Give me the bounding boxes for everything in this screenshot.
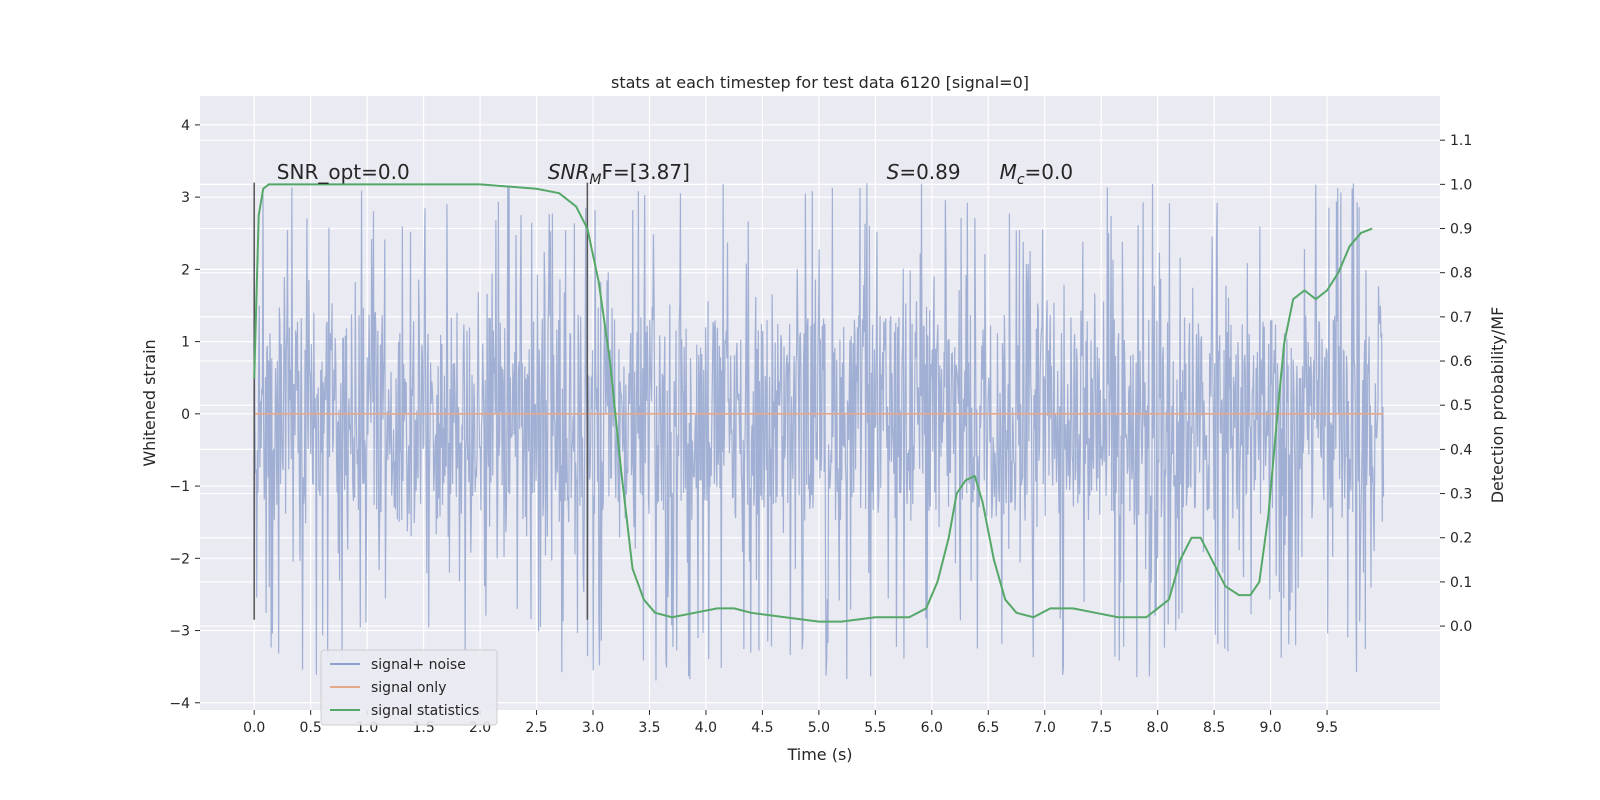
y2-axis-ticks: 0.0 0.1 0.2 0.3 0.4 0.5 0.6 0.7 0.8 0.9 1.0 1.1 [1440, 133, 1472, 635]
y2-tick-label: 1.0 [1450, 177, 1472, 193]
x-tick-label: 4.5 [751, 720, 773, 736]
annotations: SNR_opt=0.0 SNRMF=[3.87] S=0.89 Mc=0.0 [277, 160, 1073, 188]
y2-axis-label: Detection probability/MF [1488, 307, 1507, 504]
chart-title: stats at each timestep for test data 612… [611, 73, 1029, 92]
y-tick-label: 3 [181, 190, 190, 206]
x-tick-label: 8.5 [1203, 720, 1225, 736]
x-tick-label: 4.0 [695, 720, 717, 736]
y-tick-label: −3 [169, 624, 190, 640]
signal-statistics-series [253, 183, 1373, 623]
x-axis-label: Time (s) [786, 745, 852, 764]
y-tick-label: 1 [181, 335, 190, 351]
y2-tick-label: 0.6 [1450, 354, 1472, 370]
x-tick-label: 5.5 [864, 720, 886, 736]
y-tick-label: 2 [181, 262, 190, 278]
x-tick-label: 9.0 [1259, 720, 1281, 736]
y2-tick-label: 0.1 [1450, 575, 1472, 591]
x-tick-label: 7.5 [1090, 720, 1112, 736]
annotation-s-val: S=0.89 [887, 160, 961, 184]
y-tick-label: 0 [181, 407, 190, 423]
y-tick-label: −4 [169, 696, 190, 712]
y2-tick-label: 0.5 [1450, 398, 1472, 414]
y2-tick-label: 0.9 [1450, 222, 1472, 238]
y-tick-label: 4 [181, 118, 190, 134]
legend-label-signal-statistics: signal statistics [371, 703, 479, 719]
y-tick-label: −2 [169, 551, 190, 567]
x-tick-label: 3.0 [582, 720, 604, 736]
legend: signal+ noise signal only signal statist… [320, 649, 498, 726]
y2-tick-label: 1.1 [1450, 133, 1472, 149]
signal-noise-line [253, 183, 1385, 681]
y2-tick-label: 0.4 [1450, 442, 1472, 458]
x-tick-label: 6.0 [921, 720, 943, 736]
x-tick-label: 6.5 [977, 720, 999, 736]
annotation-mc-val: Mc=0.0 [1000, 160, 1074, 188]
x-tick-label: 0.5 [300, 720, 322, 736]
x-tick-label: 5.0 [808, 720, 830, 736]
signal-statistics-line [253, 183, 1373, 623]
y2-tick-label: 0.0 [1450, 619, 1472, 635]
x-tick-label: 7.0 [1034, 720, 1056, 736]
x-tick-label: 3.5 [638, 720, 660, 736]
x-tick-label: 2.5 [525, 720, 547, 736]
y-tick-label: −1 [169, 479, 190, 495]
annotation-snr-mf: SNRMF=[3.87] [548, 160, 690, 188]
x-tick-label: 0.0 [243, 720, 265, 736]
x-tick-label: 9.5 [1316, 720, 1338, 736]
signal-noise-series [253, 183, 1385, 681]
y-axis-ticks: −4 −3 −2 −1 0 1 2 3 4 [169, 118, 200, 712]
x-tick-label: 8.0 [1147, 720, 1169, 736]
y2-tick-label: 0.2 [1450, 531, 1472, 547]
annotation-snr-opt: SNR_opt=0.0 [277, 160, 410, 184]
y2-tick-label: 0.7 [1450, 310, 1472, 326]
legend-label-signal-noise: signal+ noise [371, 657, 466, 673]
y2-tick-label: 0.3 [1450, 487, 1472, 503]
legend-label-signal-only: signal only [371, 680, 446, 696]
y-axis-label: Whitened strain [140, 339, 159, 466]
vertical-markers [253, 182, 589, 620]
y2-tick-label: 0.8 [1450, 266, 1472, 282]
legend-box [320, 649, 498, 726]
